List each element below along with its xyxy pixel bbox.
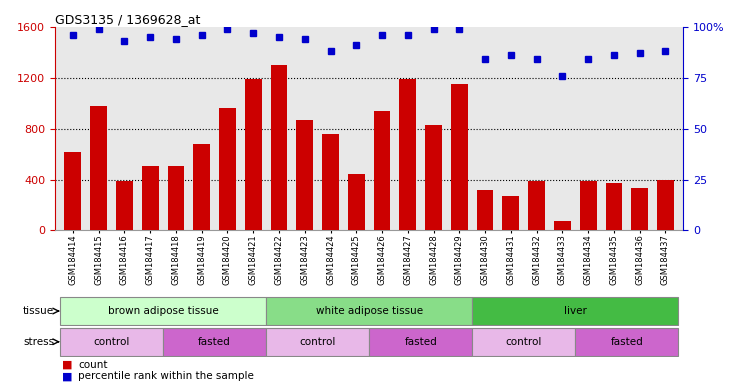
Bar <box>266 328 369 356</box>
Bar <box>219 108 236 230</box>
Bar <box>90 106 107 230</box>
Text: control: control <box>300 337 336 347</box>
Text: control: control <box>506 337 542 347</box>
Bar <box>472 297 678 325</box>
Text: GDS3135 / 1369628_at: GDS3135 / 1369628_at <box>55 13 200 26</box>
Bar <box>266 297 472 325</box>
Text: fasted: fasted <box>610 337 643 347</box>
Bar <box>163 328 266 356</box>
Text: control: control <box>94 337 129 347</box>
Text: percentile rank within the sample: percentile rank within the sample <box>78 371 254 381</box>
Bar <box>632 189 648 230</box>
Bar <box>529 181 545 230</box>
Text: brown adipose tissue: brown adipose tissue <box>107 306 219 316</box>
Bar <box>472 328 575 356</box>
Bar <box>399 79 416 230</box>
Text: count: count <box>78 360 107 370</box>
Bar <box>60 297 266 325</box>
Text: stress: stress <box>23 337 54 347</box>
Bar <box>193 144 210 230</box>
Bar <box>296 120 313 230</box>
Bar <box>657 180 674 230</box>
Bar <box>369 328 472 356</box>
Bar <box>270 65 287 230</box>
Bar <box>575 328 678 356</box>
Text: tissue: tissue <box>23 306 54 316</box>
Bar <box>554 222 571 230</box>
Bar <box>167 166 184 230</box>
Text: ■: ■ <box>62 371 72 381</box>
Text: liver: liver <box>564 306 587 316</box>
Text: ■: ■ <box>62 360 72 370</box>
Bar <box>64 152 81 230</box>
Bar <box>142 166 159 230</box>
Bar <box>425 125 442 230</box>
Bar <box>374 111 390 230</box>
Bar <box>116 181 133 230</box>
Text: white adipose tissue: white adipose tissue <box>316 306 423 316</box>
Text: fasted: fasted <box>404 337 437 347</box>
Text: fasted: fasted <box>198 337 231 347</box>
Bar <box>502 196 519 230</box>
Bar <box>451 84 468 230</box>
Bar <box>477 190 493 230</box>
Bar <box>245 79 262 230</box>
Bar <box>322 134 339 230</box>
Bar <box>605 183 622 230</box>
Bar <box>580 181 596 230</box>
Bar <box>348 174 365 230</box>
Bar <box>60 328 163 356</box>
